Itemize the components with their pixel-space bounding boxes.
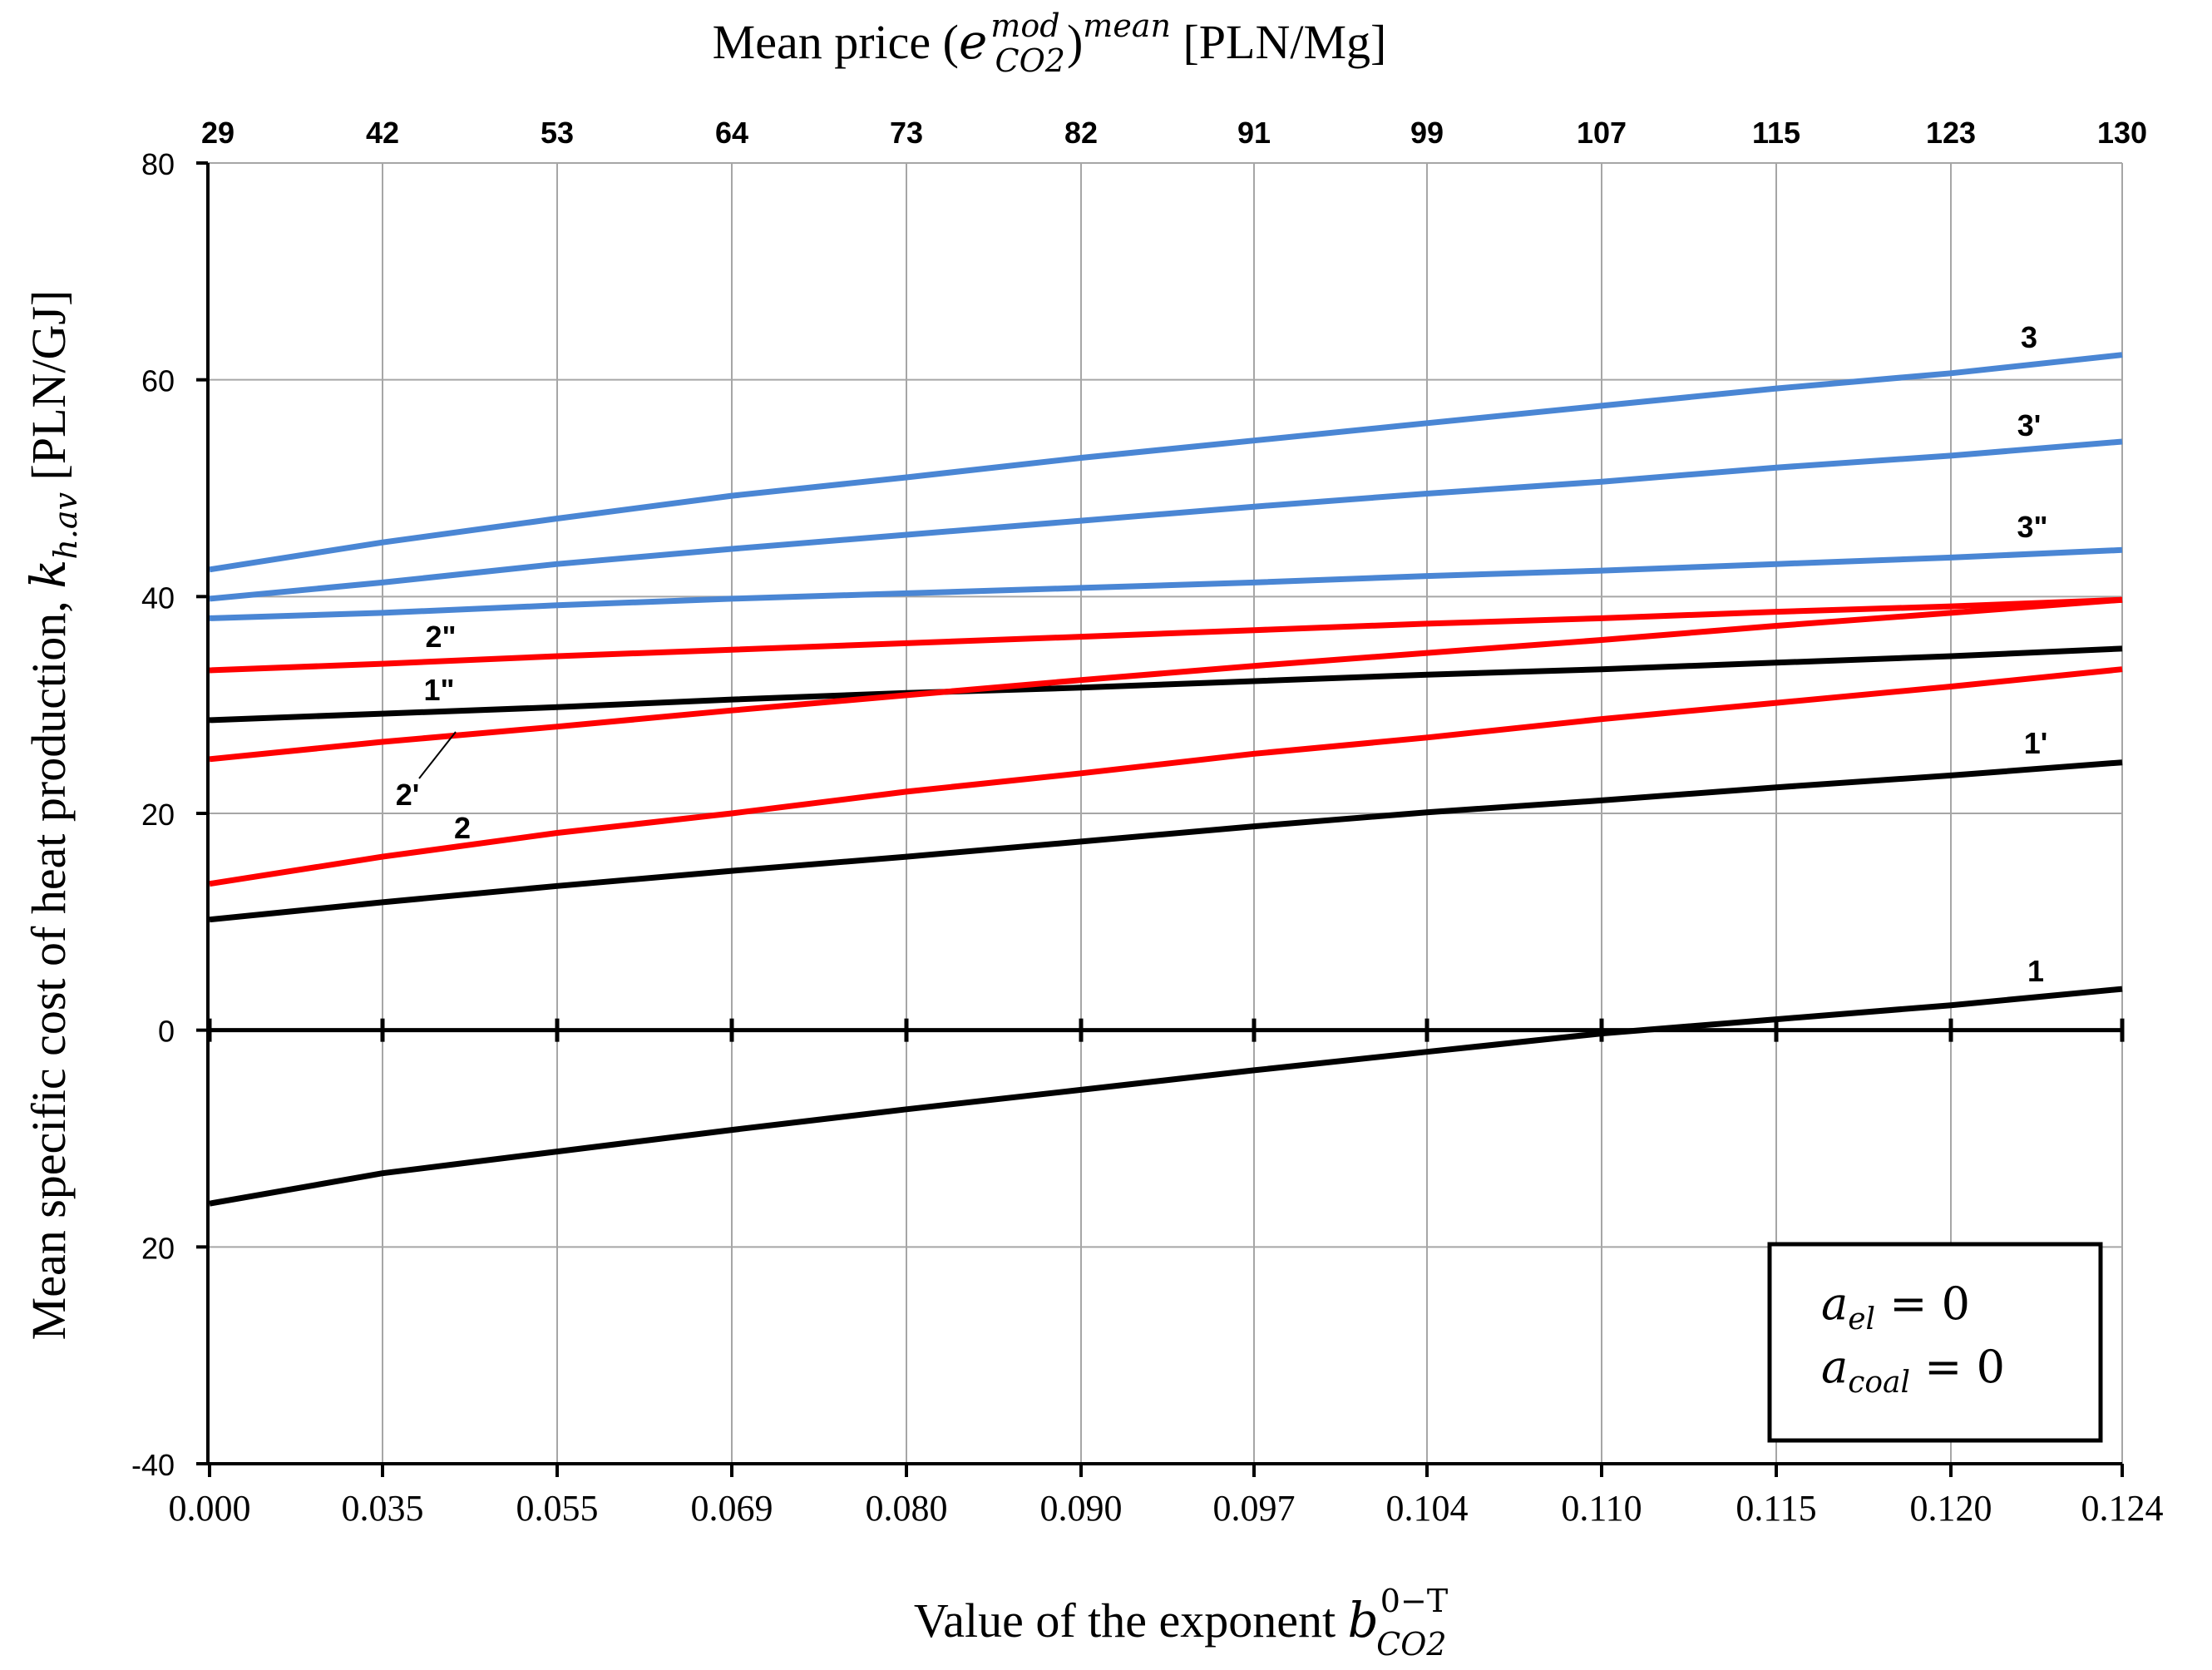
top-tick-label: 123: [1926, 116, 1976, 150]
top-axis-title-close: ): [1067, 15, 1083, 69]
top-axis-title-sup: mod: [990, 7, 1059, 44]
x-tick-label: 0.000: [169, 1488, 251, 1529]
series-label: 3": [2017, 510, 2047, 544]
series-line-2p: [209, 596, 2123, 763]
series-2p-leader: [418, 731, 457, 779]
x-tick-label: 0.035: [342, 1488, 424, 1529]
top-tick-label: 91: [1237, 116, 1271, 150]
top-axis-title: Mean price (e mod CO2)mean [PLN/Mg]: [713, 7, 1387, 79]
top-tick-label: 42: [366, 116, 399, 150]
y-tick-label: -40: [131, 1448, 175, 1482]
series-label: 1': [2024, 726, 2048, 760]
parameter-a-el-eq: = 0: [1875, 1277, 1970, 1330]
top-tick-label: 107: [1577, 116, 1627, 150]
series-line-1pp: [209, 645, 2123, 724]
y-tick-label: 40: [141, 581, 175, 615]
series-label: 3': [2017, 408, 2042, 442]
parameter-a-coal: acoal = 0: [1821, 1341, 2005, 1400]
top-tick-label: 99: [1410, 116, 1444, 150]
x-axis-title: Value of the exponent b0−T CO2: [914, 1583, 1448, 1663]
top-axis-title-mean: mean: [1083, 7, 1171, 44]
x-tick-label: 0.115: [1736, 1488, 1816, 1529]
series-layer: [209, 352, 2123, 1207]
series-label: 2: [454, 811, 471, 845]
parameter-a-coal-sub: coal: [1848, 1366, 1910, 1400]
x-axis-title-sub: CO2: [1376, 1626, 1446, 1663]
top-tick-label: 29: [201, 116, 235, 150]
series-label: 1": [423, 673, 454, 707]
series-labels: 1 1' 1" 2 2' 2" 3 3' 3": [396, 320, 2048, 988]
top-axis-title-prefix: Mean price (: [713, 15, 959, 69]
x-axis-title-sup: 0−T: [1380, 1583, 1448, 1619]
y-tick-label: 80: [141, 147, 175, 181]
x-tick-label: 0.097: [1213, 1488, 1296, 1529]
x-tick-label: 0.080: [866, 1488, 948, 1529]
y-axis-title-k: k: [20, 560, 77, 589]
parameter-a-coal-var: a: [1821, 1341, 1848, 1393]
parameter-box: ael = 0 acoal = 0: [1767, 1242, 2103, 1443]
y-tick-label: 20: [141, 1231, 175, 1265]
top-axis-title-sub: CO2: [995, 42, 1065, 79]
top-tick-label: 73: [890, 116, 923, 150]
y-axis-title: Mean specific cost of heat production, k…: [20, 290, 84, 1341]
x-tick-label: 0.090: [1040, 1488, 1123, 1529]
x-tick-label: 0.055: [516, 1488, 599, 1529]
y-tick-label: 20: [141, 798, 175, 832]
series-line-1p: [209, 759, 2123, 923]
y-tick-label: 0: [158, 1015, 175, 1049]
x-axis-title-b: b: [1348, 1592, 1379, 1648]
series-line-3pp: [209, 546, 2123, 621]
top-tick-label: 115: [1752, 116, 1800, 150]
series-label: 2': [396, 778, 420, 812]
series-label: 3: [2021, 320, 2037, 354]
top-tick-label: 64: [715, 116, 748, 150]
series-line-3: [209, 352, 2123, 573]
top-tick-label: 130: [2097, 116, 2147, 150]
top-axis-title-e: e: [959, 13, 987, 70]
y-axis-title-sub: h.av: [47, 492, 84, 559]
y-axis-title-unit: [PLN/GJ]: [22, 290, 76, 492]
tick-labels: 80 60 40 20 0 20 -40 0.000 0.035 0.055 0.069 0.080 0…: [131, 116, 2164, 1529]
parameter-a-coal-eq: = 0: [1910, 1341, 2005, 1393]
series-label: 2": [425, 620, 456, 654]
series-line-2pp: [209, 596, 2123, 674]
x-tick-label: 0.110: [1561, 1488, 1642, 1529]
y-tick-label: 60: [141, 364, 175, 398]
parameter-box-frame: [1767, 1242, 2103, 1443]
series-label: 1: [2027, 954, 2044, 988]
x-tick-label: 0.069: [691, 1488, 773, 1529]
top-axis-title-unit: [PLN/Mg]: [1171, 15, 1386, 69]
x-tick-label: 0.104: [1386, 1488, 1469, 1529]
series-line-3p: [209, 438, 2123, 602]
series-line-1: [209, 986, 2123, 1207]
series-line-2: [209, 666, 2123, 887]
top-tick-label: 82: [1064, 116, 1098, 150]
parameter-a-el: ael = 0: [1821, 1277, 1970, 1336]
x-tick-label: 0.120: [1910, 1488, 1992, 1529]
x-axis-title-prefix: Value of the exponent: [914, 1593, 1348, 1648]
parameter-a-el-sub: el: [1848, 1302, 1875, 1336]
parameter-a-el-var: a: [1821, 1277, 1848, 1330]
x-tick-label: 0.124: [2081, 1488, 2164, 1529]
top-tick-label: 53: [541, 116, 574, 150]
axes: [196, 161, 2125, 1477]
y-axis-title-text: Mean specific cost of heat production,: [22, 589, 76, 1341]
